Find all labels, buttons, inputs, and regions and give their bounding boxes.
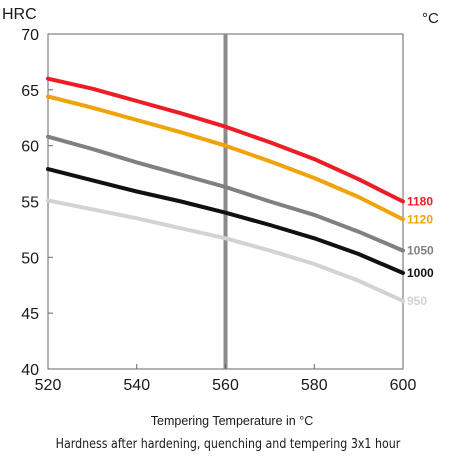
series-line-1180 [46,76,405,204]
series-line-1050 [46,134,405,253]
x-tick-label: 600 [390,377,417,394]
series-label-1050: 1050 [407,244,434,258]
x-axis-title: Tempering Temperature in °C [151,414,313,428]
series-line-1000 [46,167,405,275]
y-tick-label: 40 [21,362,39,379]
series-label-1120: 1120 [407,212,433,226]
y-tick-label: 45 [21,306,39,323]
y-tick-label: 55 [21,195,39,212]
series-line-950 [46,198,405,303]
x-tick-label: 520 [35,377,62,394]
y-axis-title: HRC [2,6,37,23]
y-tick-label: 50 [21,250,39,267]
x-tick-label: 540 [123,377,150,394]
series-line-1120 [46,94,405,222]
series-label-950: 950 [407,294,427,308]
plot-area: 40 45 50 55 60 65 70 520 540 560 580 600 1180 1120 105… [21,27,434,394]
y-tick-label: 60 [21,139,39,156]
y-tick-label: 70 [21,27,39,44]
x-tick-label: 560 [212,377,239,394]
chart-caption: Hardness after hardening, quenching and … [55,436,401,452]
unit-label: °C [422,10,439,27]
series-label-1000: 1000 [407,266,434,280]
x-tick-label: 580 [301,377,328,394]
y-tick-label: 65 [21,83,39,100]
series-label-1180: 1180 [407,195,433,209]
